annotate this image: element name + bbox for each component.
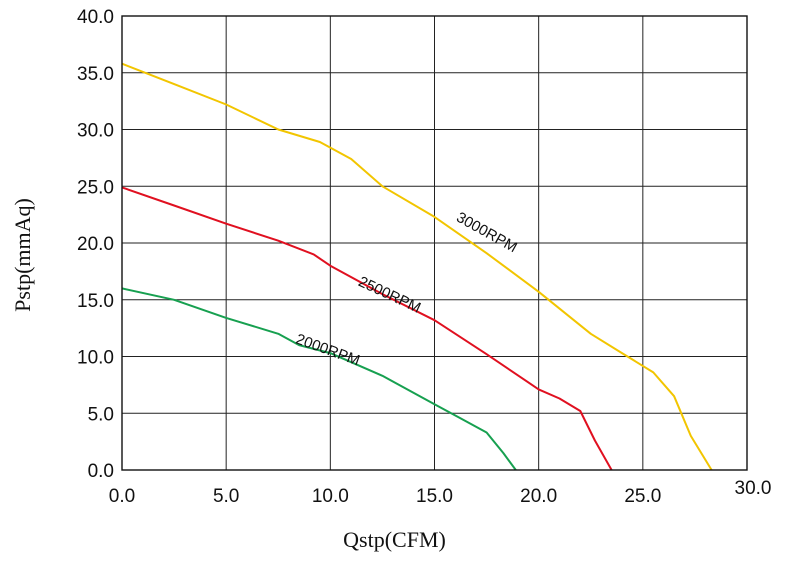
x-tick-labels: 0.0 5.0 10.0 15.0 20.0 25.0 30.0 bbox=[109, 478, 772, 507]
series-line-2500rpm bbox=[121, 186, 613, 471]
y-tick-labels: 0.0 5.0 10.0 15.0 20.0 25.0 30.0 35.0 40.0 bbox=[77, 7, 114, 482]
y-tick-label: 0.0 bbox=[88, 461, 114, 482]
y-tick-label: 10.0 bbox=[77, 348, 114, 369]
x-tick-label: 0.0 bbox=[109, 486, 135, 507]
x-tick-label: 20.0 bbox=[520, 486, 557, 507]
y-tick-label: 30.0 bbox=[77, 121, 114, 142]
y-tick-label: 35.0 bbox=[77, 64, 114, 85]
y-tick-label: 25.0 bbox=[77, 177, 114, 198]
grid bbox=[121, 15, 748, 471]
y-tick-label: 15.0 bbox=[77, 291, 114, 312]
curve-label-2000rpm: 2000RPM bbox=[294, 331, 362, 370]
x-tick-label: 10.0 bbox=[312, 486, 349, 507]
x-tick-label: 15.0 bbox=[416, 486, 453, 507]
x-tick-label: 25.0 bbox=[624, 486, 661, 507]
x-tick-label: 5.0 bbox=[213, 486, 239, 507]
series-line-2000rpm bbox=[121, 287, 517, 471]
x-tick-label: 30.0 bbox=[735, 478, 772, 499]
plot-frame bbox=[121, 15, 748, 471]
y-axis-title: Pstp(mmAq) bbox=[10, 198, 35, 312]
curve-labels: 3000RPM 2500RPM 2000RPM bbox=[294, 209, 520, 370]
series-line-3000rpm bbox=[121, 62, 713, 471]
y-tick-label: 20.0 bbox=[77, 234, 114, 255]
y-tick-label: 5.0 bbox=[88, 404, 114, 425]
curve-label-2500rpm: 2500RPM bbox=[356, 273, 424, 317]
series-lines bbox=[121, 62, 713, 471]
x-axis-title: Qstp(CFM) bbox=[343, 527, 446, 552]
curve-label-3000rpm: 3000RPM bbox=[453, 209, 520, 256]
y-tick-label: 40.0 bbox=[77, 7, 114, 28]
